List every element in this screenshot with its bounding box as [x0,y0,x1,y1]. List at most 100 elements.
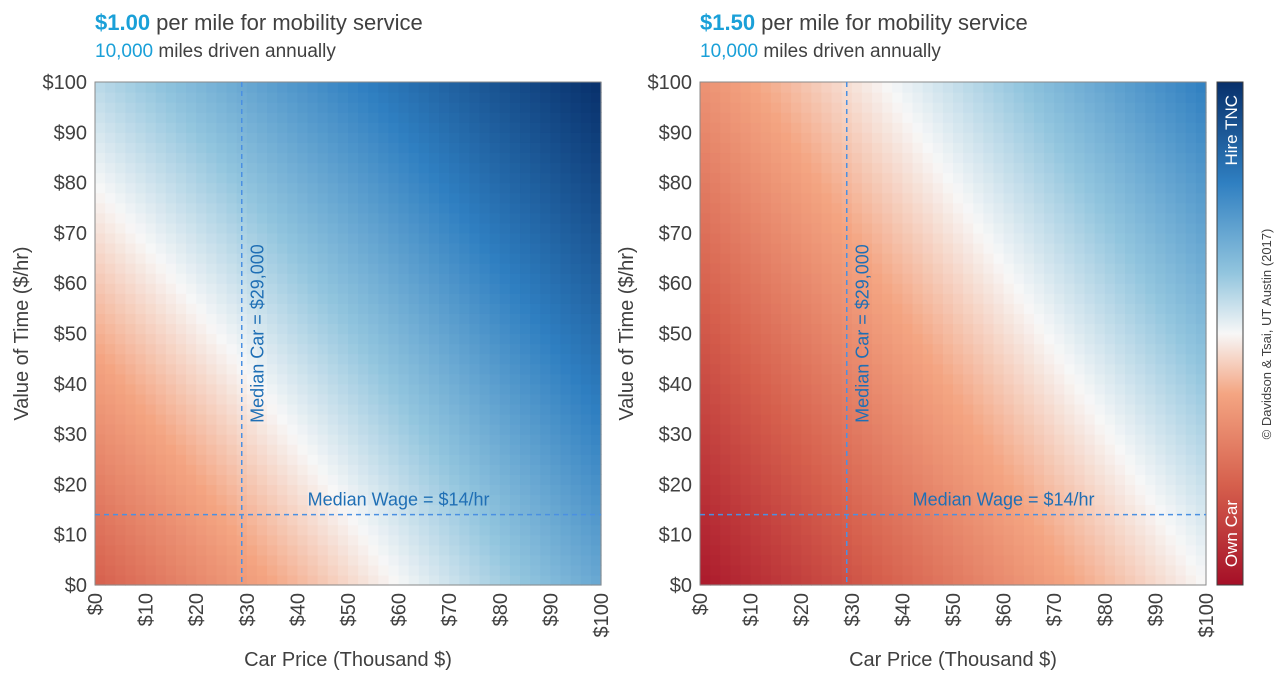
heatmap-cell [922,232,934,244]
heatmap-cell [872,444,883,455]
heatmap-cell [540,142,551,154]
heatmap-cell [740,273,752,284]
heatmap-cell [963,82,974,93]
heatmap-cell [196,413,207,425]
heatmap-cell [358,504,369,516]
heatmap-cell [246,92,258,103]
heatmap-cell [226,122,238,133]
heatmap-cell [861,232,873,244]
x-tick-label: $30 [237,593,259,626]
heatmap-cell [750,353,762,365]
heatmap-cell [760,544,772,556]
heatmap-cell [469,132,481,143]
heatmap-cell [469,504,481,516]
heatmap-cell [963,373,974,385]
heatmap-cell [145,152,157,164]
heatmap-cell [206,504,218,516]
heatmap-cell [479,162,491,174]
heatmap-cell [408,383,420,395]
heatmap-cell [378,363,390,375]
heatmap-cell [155,444,167,455]
heatmap-cell [246,232,258,244]
heatmap-cell [449,182,460,194]
heatmap-cell [740,524,752,536]
heatmap-cell [861,424,873,435]
heatmap-cell [851,102,863,113]
heatmap-cell [479,554,491,566]
heatmap-cell [95,353,106,365]
heatmap-cell [125,403,137,415]
heatmap-cell [580,212,592,224]
heatmap-cell [1084,434,1096,445]
heatmap-cell [1013,574,1025,586]
heatmap-cell [942,444,954,455]
heatmap-cell [872,574,883,586]
heatmap-cell [590,373,602,385]
heatmap-cell [459,122,471,133]
heatmap-cell [509,82,521,93]
heatmap-cell [337,293,349,304]
heatmap-cell [922,283,934,294]
heatmap-cell [95,263,106,274]
heatmap-cell [963,293,974,304]
heatmap-cell [740,413,752,425]
heatmap-cell [892,574,903,586]
heatmap-cell [1054,554,1065,566]
heatmap-cell [1094,253,1106,264]
heatmap-cell [287,152,298,164]
heatmap-cell [327,403,339,415]
heatmap-cell [882,434,893,445]
heatmap-cell [922,343,934,355]
heatmap-cell [135,142,147,154]
heatmap-cell [1054,202,1065,214]
heatmap-cell [560,564,572,576]
heatmap-cell [1013,313,1025,325]
heatmap-cell [740,343,752,355]
heatmap-cell [1064,474,1076,485]
heatmap-cell [902,132,914,143]
heatmap-cell [1114,263,1126,274]
heatmap-cell [428,253,440,264]
heatmap-cell [418,363,430,375]
heatmap-cell [479,283,491,294]
heatmap-cell [1003,393,1015,405]
heatmap-cell [337,152,349,164]
heatmap-cell [418,303,430,314]
heatmap-cell [730,534,742,546]
heatmap-cell [469,363,481,375]
heatmap-cell [439,323,450,335]
heatmap-cell [398,363,410,375]
heatmap-cell [801,212,812,224]
x-tick-label: $60 [389,593,411,626]
heatmap-cell [175,212,187,224]
heatmap-cell [1064,393,1076,405]
heatmap-cell [256,504,268,516]
heatmap-cell [1054,132,1065,143]
heatmap-cell [246,152,258,164]
heatmap-cell [710,343,721,355]
heatmap-cell [368,494,379,506]
heatmap-cell [256,373,268,385]
heatmap-cell [499,82,511,93]
heatmap-cell [892,383,903,395]
heatmap-cell [882,102,893,113]
heatmap-cell [1094,303,1106,314]
heatmap-cell [297,504,309,516]
heatmap-cell [378,343,390,355]
heatmap-cell [520,544,531,556]
heatmap-cell [418,413,430,425]
heatmap-cell [1013,524,1025,536]
heatmap-cell [770,464,782,475]
heatmap-cell [1023,454,1035,465]
heatmap-cell [368,92,379,103]
heatmap-cell [1064,564,1076,576]
heatmap-cell [1125,263,1136,274]
heatmap-cell [520,92,531,103]
heatmap-cell [115,303,126,314]
heatmap-cell [1074,343,1086,355]
heatmap-cell [327,373,339,385]
heatmap-cell [246,192,258,204]
heatmap-cell [821,444,833,455]
heatmap-cell [267,333,278,345]
heatmap-cell [1074,182,1086,194]
